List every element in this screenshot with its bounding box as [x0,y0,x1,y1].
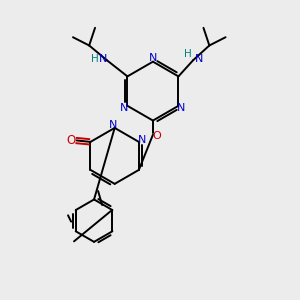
Text: H: H [184,49,192,59]
Text: N: N [195,54,203,64]
Text: N: N [99,54,107,64]
Text: O: O [152,131,161,141]
Text: N: N [149,53,157,63]
Text: H: H [91,54,99,64]
Text: O: O [66,134,75,147]
Text: N: N [120,103,129,113]
Text: N: N [109,120,117,130]
Text: N: N [177,103,186,113]
Text: N: N [138,135,147,146]
